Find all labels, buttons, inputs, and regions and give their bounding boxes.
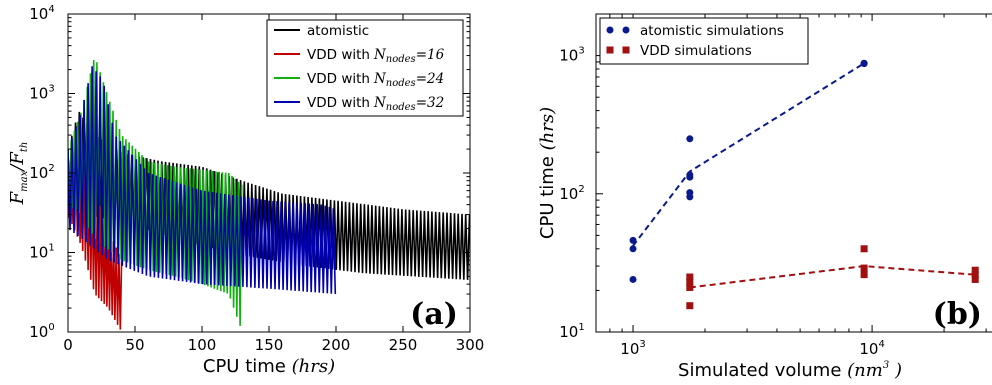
trend-line-1 <box>689 265 976 289</box>
panel-a-tag: (a) <box>410 297 458 332</box>
point-1-5 <box>860 264 868 272</box>
point-1-4 <box>860 271 868 279</box>
panel-b-ylabel: CPU time (hrs) <box>537 107 558 239</box>
point-1-6 <box>860 245 868 253</box>
point-0-9 <box>860 60 868 68</box>
panel-a: 0 50 100 150 200 250 300 100 101 102 103 104 CPU ti… <box>7 4 484 377</box>
y-tick-label: 101 <box>559 322 584 341</box>
point-0-0 <box>629 275 637 283</box>
legend-label-0: atomistic <box>307 23 369 39</box>
panel-a-ylabel: Fmax/Fth <box>7 142 30 206</box>
legend-label-2: VDD with Nnodes=24 <box>307 71 444 89</box>
panel-b-series <box>629 59 979 310</box>
y-tick-label: 102 <box>29 163 54 182</box>
panel-b-xlabel: Simulated volume (nm3 ) <box>678 360 902 381</box>
point-0-7 <box>686 135 694 143</box>
point-1-1 <box>686 283 694 291</box>
legend-marker-0 <box>622 26 630 34</box>
legend-label-1: VDD simulations <box>640 43 752 59</box>
y-tick-label: 100 <box>29 322 54 341</box>
point-1-2 <box>686 278 694 286</box>
y-tick-label: 103 <box>559 46 584 65</box>
x-tick-label: 150 <box>255 336 284 354</box>
x-tick-label: 50 <box>125 336 144 354</box>
panel-a-legend: atomistic VDD with Nnodes=16 VDD with Nnodes… <box>266 19 464 117</box>
point-0-6 <box>686 171 694 179</box>
x-tick-label: 250 <box>389 336 418 354</box>
point-0-4 <box>686 189 694 197</box>
series-line-2 <box>68 59 243 326</box>
y-tick-label: 101 <box>29 243 54 262</box>
point-0-2 <box>629 236 637 244</box>
legend-label-3: VDD with Nnodes=32 <box>307 95 444 113</box>
x-tick-label: 200 <box>322 336 351 354</box>
legend-marker-0 <box>606 26 614 34</box>
panel-a-ticks: 0 50 100 150 200 250 300 100 101 102 103 104 <box>29 4 484 354</box>
legend-label-1: VDD with Nnodes=16 <box>307 47 445 65</box>
x-tick-label: 103 <box>620 339 645 358</box>
y-tick-label: 103 <box>29 84 54 103</box>
point-1-3 <box>686 273 694 281</box>
y-tick-label: 102 <box>559 184 584 203</box>
point-1-9 <box>971 266 979 274</box>
point-1-0 <box>686 302 694 310</box>
panel-a-xlabel: CPU time (hrs) <box>203 356 335 377</box>
panel-b-tag: (b) <box>933 297 982 332</box>
point-1-8 <box>971 271 979 279</box>
point-0-1 <box>629 245 637 253</box>
panel-b-legend: atomistic simulations VDD simulations <box>599 17 809 65</box>
point-1-7 <box>971 275 979 283</box>
legend-marker-1 <box>606 46 614 54</box>
series-line-3 <box>68 66 337 295</box>
x-tick-label: 104 <box>859 339 884 358</box>
x-tick-label: 300 <box>456 336 485 354</box>
y-tick-label: 104 <box>29 4 54 23</box>
panel-b-frame <box>595 13 992 333</box>
x-tick-label: 100 <box>188 336 217 354</box>
x-tick-label: 0 <box>63 336 73 354</box>
legend-marker-1 <box>622 46 630 54</box>
panel-b-ticks: 103 104 101 102 103 <box>559 13 987 358</box>
trend-line-0 <box>632 62 865 247</box>
legend-label-0: atomistic simulations <box>640 23 784 39</box>
panel-a-series <box>68 59 470 330</box>
